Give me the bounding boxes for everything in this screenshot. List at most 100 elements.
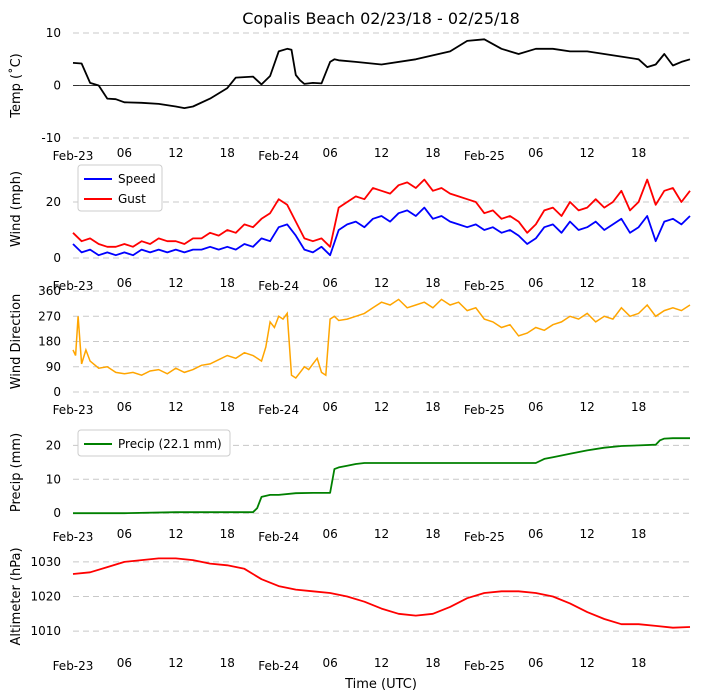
x-tick-label: 18 <box>220 146 235 160</box>
x-tick-label: 18 <box>631 276 646 290</box>
x-tick-label: 12 <box>580 656 595 670</box>
legend-entry: Precip (22.1 mm) <box>118 437 222 451</box>
y-tick-label: 20 <box>46 195 61 209</box>
x-tick-label: Feb-23 <box>53 149 94 163</box>
x-tick-label: 06 <box>117 146 132 160</box>
x-tick-label: 12 <box>580 400 595 414</box>
x-axis-label: Time (UTC) <box>344 677 417 692</box>
x-tick-label: 18 <box>631 656 646 670</box>
y-tick-label: 0 <box>53 506 61 520</box>
panel-altimeter: 1010 1020 1030 Feb-23 06 12 18 Feb-24 06 12 18 Feb-… <box>9 547 691 673</box>
x-tick-label: 12 <box>580 276 595 290</box>
x-tick-label: 06 <box>322 527 337 541</box>
x-tick-label: 06 <box>117 276 132 290</box>
y-tick-label: 10 <box>46 26 61 40</box>
x-tick-label: Feb-25 <box>464 279 505 293</box>
x-tick-label: 12 <box>168 146 183 160</box>
legend-entry: Speed <box>118 172 156 186</box>
x-tick-label: 06 <box>117 527 132 541</box>
y-tick-label: 180 <box>38 335 61 349</box>
x-tick-label: 18 <box>220 276 235 290</box>
y-tick-label: -10 <box>41 131 61 145</box>
x-tick-label: 18 <box>220 656 235 670</box>
x-tick-label: 18 <box>425 276 440 290</box>
x-tick-label: 18 <box>425 656 440 670</box>
series-line-speed <box>72 206 691 257</box>
x-tick-label: Feb-23 <box>53 659 94 673</box>
x-tick-label: 06 <box>528 656 543 670</box>
y-tick-label: 1010 <box>30 624 61 638</box>
x-tick-label: Feb-23 <box>53 403 94 417</box>
x-tick-label: 12 <box>580 146 595 160</box>
x-tick-label: 18 <box>425 527 440 541</box>
series-line-direction <box>72 298 691 380</box>
x-tick-label: 18 <box>425 400 440 414</box>
x-tick-label: 06 <box>322 146 337 160</box>
x-tick-label: 06 <box>322 276 337 290</box>
x-tick-label: 06 <box>117 656 132 670</box>
x-tick-label: Feb-23 <box>53 530 94 544</box>
y-tick-label: 270 <box>38 309 61 323</box>
x-tick-label: Feb-24 <box>258 659 299 673</box>
panels: -10 0 10 Feb-23 06 12 18 Feb-24 06 12 18 Feb-25 06 12… <box>8 26 691 673</box>
x-tick-label: Feb-24 <box>258 530 299 544</box>
y-axis-label: Altimeter (hPa) <box>9 547 24 645</box>
x-tick-label: 06 <box>528 146 543 160</box>
x-tick-label: 18 <box>631 400 646 414</box>
panel-temp: -10 0 10 Feb-23 06 12 18 Feb-24 06 12 18 Feb-25 06 12… <box>8 26 691 163</box>
y-tick-label: 20 <box>46 438 61 452</box>
x-tick-label: Feb-25 <box>464 149 505 163</box>
y-tick-label: 0 <box>53 251 61 265</box>
x-tick-label: 12 <box>168 656 183 670</box>
x-tick-label: Feb-23 <box>53 279 94 293</box>
panel-precip: 0 10 20 Feb-23 06 12 18 Feb-24 06 12 18 Feb-25 06 12 1… <box>9 429 690 544</box>
chart-title: Copalis Beach 02/23/18 - 02/25/18 <box>242 9 520 28</box>
legend-box <box>77 429 231 457</box>
y-tick-label: 0 <box>53 385 61 399</box>
y-axis-label: Wind Direction <box>9 294 24 390</box>
y-axis-label: Precip (mm) <box>9 433 24 512</box>
x-tick-label: Feb-24 <box>258 279 299 293</box>
series-line-precip-22-1-mm- <box>73 437 690 515</box>
x-tick-label: 06 <box>322 400 337 414</box>
x-tick-label: Feb-25 <box>464 403 505 417</box>
y-axis-label: Temp (˚C) <box>8 53 24 119</box>
x-tick-label: 06 <box>528 276 543 290</box>
y-tick-label: 0 <box>53 79 61 93</box>
y-tick-label: 90 <box>46 360 61 374</box>
x-tick-label: 12 <box>168 276 183 290</box>
x-tick-label: 12 <box>374 400 389 414</box>
x-tick-label: 12 <box>374 527 389 541</box>
x-tick-label: Feb-25 <box>464 659 505 673</box>
x-tick-label: 18 <box>631 527 646 541</box>
series-line-altimeter <box>72 557 691 629</box>
y-tick-label: 10 <box>46 472 61 486</box>
y-axis-label: Wind (mph) <box>9 171 24 247</box>
x-tick-label: 06 <box>322 656 337 670</box>
legend-entry: Gust <box>118 192 146 206</box>
x-tick-label: 12 <box>374 146 389 160</box>
x-tick-label: 12 <box>168 400 183 414</box>
panel-direction: 0 90 180 270 360 Feb-23 06 12 18 Feb-24 06 12 18 Feb-… <box>9 284 691 417</box>
series-line-gust <box>72 178 691 248</box>
x-tick-label: 06 <box>528 400 543 414</box>
x-tick-label: 18 <box>220 400 235 414</box>
x-tick-label: 18 <box>631 146 646 160</box>
x-tick-label: 12 <box>374 656 389 670</box>
x-tick-label: Feb-25 <box>464 530 505 544</box>
x-tick-label: Feb-24 <box>258 403 299 417</box>
legend: Precip (22.1 mm) <box>77 429 231 457</box>
x-tick-label: 12 <box>580 527 595 541</box>
x-tick-label: 12 <box>168 527 183 541</box>
x-tick-label: 06 <box>117 400 132 414</box>
y-tick-label: 360 <box>38 284 61 298</box>
legend: Speed Gust <box>77 164 163 212</box>
y-tick-label: 1020 <box>30 590 61 604</box>
x-tick-label: 12 <box>374 276 389 290</box>
y-tick-label: 1030 <box>30 555 61 569</box>
x-tick-label: 18 <box>425 146 440 160</box>
series-line-temp <box>72 38 691 109</box>
x-tick-label: 06 <box>528 527 543 541</box>
x-tick-label: 18 <box>220 527 235 541</box>
